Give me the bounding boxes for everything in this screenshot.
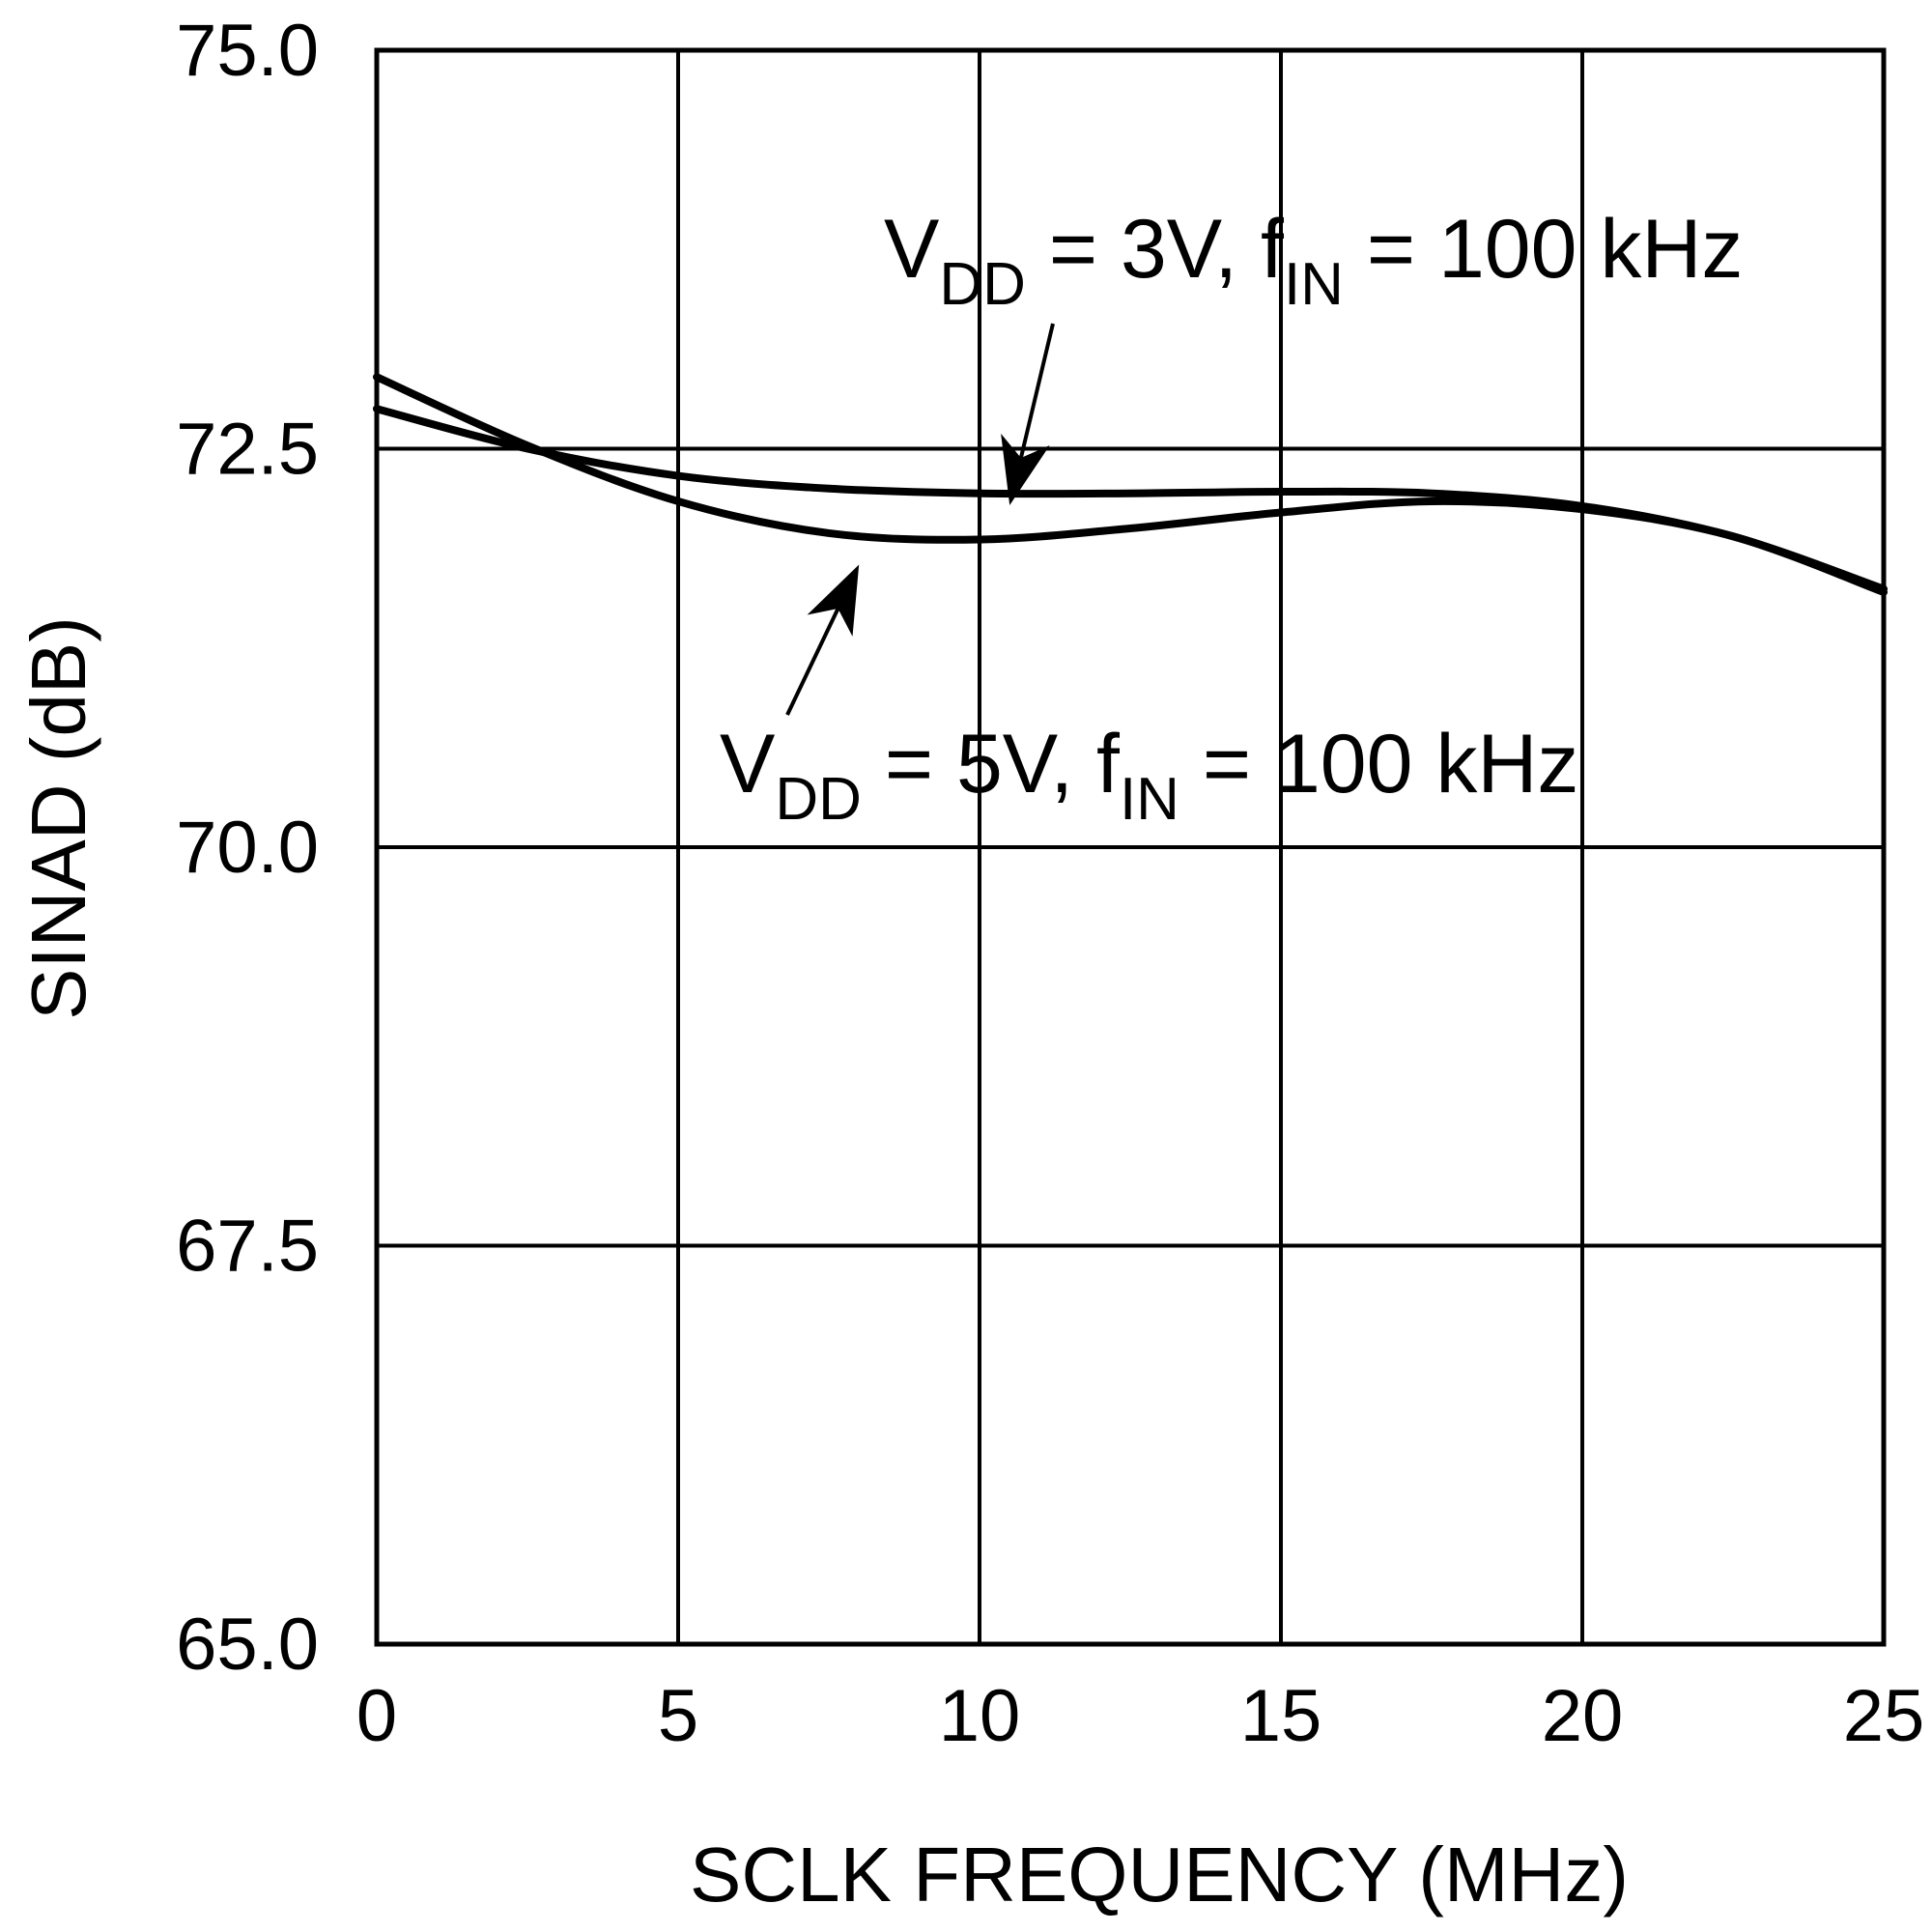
- annotation-subscript: DD: [775, 766, 862, 833]
- grid-layer: [377, 50, 1884, 1644]
- annotation-text: = 5V, f: [862, 718, 1121, 810]
- series-layer: [373, 373, 1888, 596]
- annotation-arrowhead-vdd5: [807, 564, 860, 637]
- x-tick-label: 10: [939, 1675, 1021, 1757]
- annotation-arrow-vdd3: [1018, 323, 1055, 459]
- plot-frame: [374, 47, 1887, 1647]
- annotation-subscript: DD: [939, 251, 1026, 318]
- annotation-subscript: IN: [1284, 251, 1344, 318]
- annotation-arrow-vdd5: [785, 607, 840, 716]
- annotation-subscript: IN: [1120, 766, 1179, 833]
- annotation-text: = 100 kHz: [1344, 203, 1744, 296]
- y-axis-title: SINAD (dB): [15, 616, 101, 1020]
- y-tick-label: 70.0: [176, 807, 319, 889]
- annotation-text: = 100 kHz: [1179, 718, 1579, 810]
- x-tick-label: 15: [1240, 1675, 1322, 1757]
- annotation-label-vdd3: VDD = 3V, fIN = 100 kHz: [884, 203, 1743, 318]
- series-line-vdd-3v: [373, 405, 1888, 593]
- series-line-vdd-5v: [373, 373, 1888, 596]
- tick-label-layer: 0 5 10 15 20 25 65.0 67.5 70.0 72.5 75.0: [176, 10, 1924, 1757]
- annotation-text: V: [720, 718, 775, 810]
- y-tick-label: 67.5: [176, 1206, 319, 1288]
- x-tick-label: 5: [658, 1675, 698, 1757]
- y-tick-label: 72.5: [176, 409, 319, 491]
- y-tick-label: 65.0: [176, 1604, 319, 1686]
- plot-frame-layer: [374, 47, 1887, 1647]
- annotation-text: = 3V, f: [1026, 203, 1285, 296]
- x-tick-label: 25: [1843, 1675, 1925, 1757]
- x-tick-label: 0: [356, 1675, 397, 1757]
- annotation-text: V: [884, 203, 939, 296]
- x-tick-label: 20: [1542, 1675, 1624, 1757]
- y-tick-label: 75.0: [176, 10, 319, 92]
- annotation-label-vdd5: VDD = 5V, fIN = 100 kHz: [720, 718, 1578, 833]
- x-axis-title: SCLK FREQUENCY (MHz): [690, 1832, 1629, 1918]
- annotation-arrowhead-vdd3: [1001, 433, 1050, 506]
